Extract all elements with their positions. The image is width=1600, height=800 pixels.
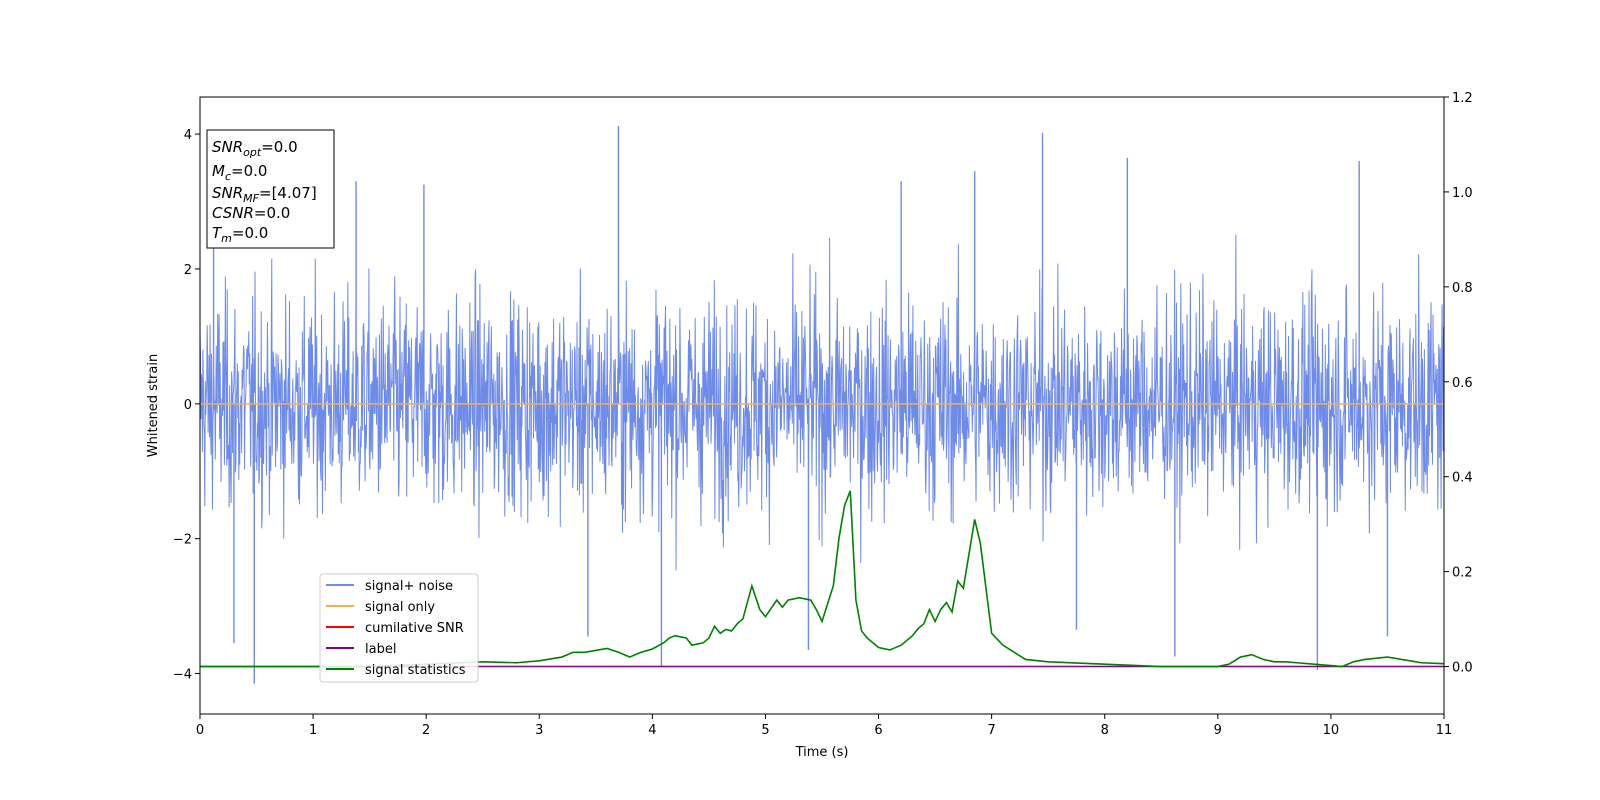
- noise-trace-path: [199, 234, 1445, 571]
- legend-label: signal statistics: [365, 663, 466, 678]
- x-tick-label: 7: [987, 723, 995, 738]
- info-snr-opt: SNRopt=0.0: [212, 138, 298, 159]
- info-box: SNRopt=0.0 Mc=0.0 SNRMF=[4.07] CSNR=0.0 …: [206, 129, 335, 249]
- x-tick-label: 4: [648, 723, 656, 738]
- info-snr-mf-val: =[4.07]: [259, 184, 317, 202]
- info-snr-mf-var: SNR: [212, 184, 243, 202]
- x-tick-label: 3: [535, 723, 543, 738]
- info-tm-val: =0.0: [232, 224, 268, 242]
- x-tick-label: 9: [1214, 723, 1222, 738]
- info-tm-sub: m: [221, 232, 232, 245]
- x-tick-label: 2: [422, 723, 430, 738]
- info-mc: Mc=0.0: [212, 162, 267, 183]
- left-y-axis: 4 2 0 −2 −4: [173, 128, 200, 683]
- info-snr-opt-val: =0.0: [261, 138, 297, 156]
- info-tm: Tm=0.0: [212, 224, 268, 245]
- x-tick-label: 8: [1101, 723, 1109, 738]
- legend-label: signal only: [365, 600, 435, 615]
- y-tick-label: −4: [173, 668, 192, 683]
- info-snr-mf: SNRMF=[4.07]: [212, 184, 317, 205]
- x-tick-label: 10: [1323, 723, 1340, 738]
- legend-frame: [319, 573, 479, 683]
- axes-frame: [199, 96, 1445, 715]
- x-tick-label: 0: [196, 723, 204, 738]
- legend-label: signal+ noise: [365, 579, 453, 594]
- y2-tick-label: 0.0: [1452, 661, 1473, 676]
- info-mc-val: =0.0: [231, 162, 267, 180]
- legend: signal+ noise signal only cumilative SNR la…: [319, 573, 479, 683]
- info-box-frame: [206, 129, 335, 249]
- legend-label: cumilative SNR: [365, 621, 464, 636]
- info-mc-sub: c: [225, 170, 231, 183]
- y-tick-label: 4: [184, 128, 192, 143]
- x-tick-label: 11: [1436, 723, 1453, 738]
- y2-tick-label: 0.8: [1452, 281, 1473, 296]
- info-csnr-val: =0.0: [254, 204, 290, 222]
- y-tick-label: −2: [173, 533, 192, 548]
- legend-label: label: [365, 642, 396, 657]
- info-snr-mf-sub: MF: [243, 192, 259, 205]
- x-tick-label: 6: [874, 723, 882, 738]
- x-axis: 0 1 2 3 4 5 6 7 8 9 10 11: [196, 714, 1452, 738]
- y2-tick-label: 0.6: [1452, 376, 1473, 391]
- y2-tick-label: 0.4: [1452, 471, 1473, 486]
- info-mc-var: M: [212, 162, 225, 180]
- x-tick-label: 5: [761, 723, 769, 738]
- y2-tick-label: 1.2: [1452, 91, 1473, 106]
- y2-tick-label: 0.2: [1452, 566, 1473, 581]
- info-csnr-var: CSNR: [212, 204, 254, 222]
- info-tm-var: T: [212, 224, 223, 242]
- x-axis-label: Time (s): [795, 745, 849, 760]
- signal-statistics-line: [200, 490, 1445, 668]
- y-axis-label: Whitened strain: [146, 354, 161, 457]
- x-tick-label: 1: [309, 723, 317, 738]
- info-snr-opt-sub: opt: [243, 146, 262, 159]
- info-csnr: CSNR=0.0: [212, 204, 290, 222]
- right-y-axis: 1.2 1.0 0.8 0.6 0.4 0.2 0.0: [1444, 91, 1473, 676]
- y2-tick-label: 1.0: [1452, 186, 1473, 201]
- y-tick-label: 2: [184, 263, 192, 278]
- y-tick-label: 0: [184, 398, 192, 413]
- info-snr-opt-var: SNR: [212, 138, 243, 156]
